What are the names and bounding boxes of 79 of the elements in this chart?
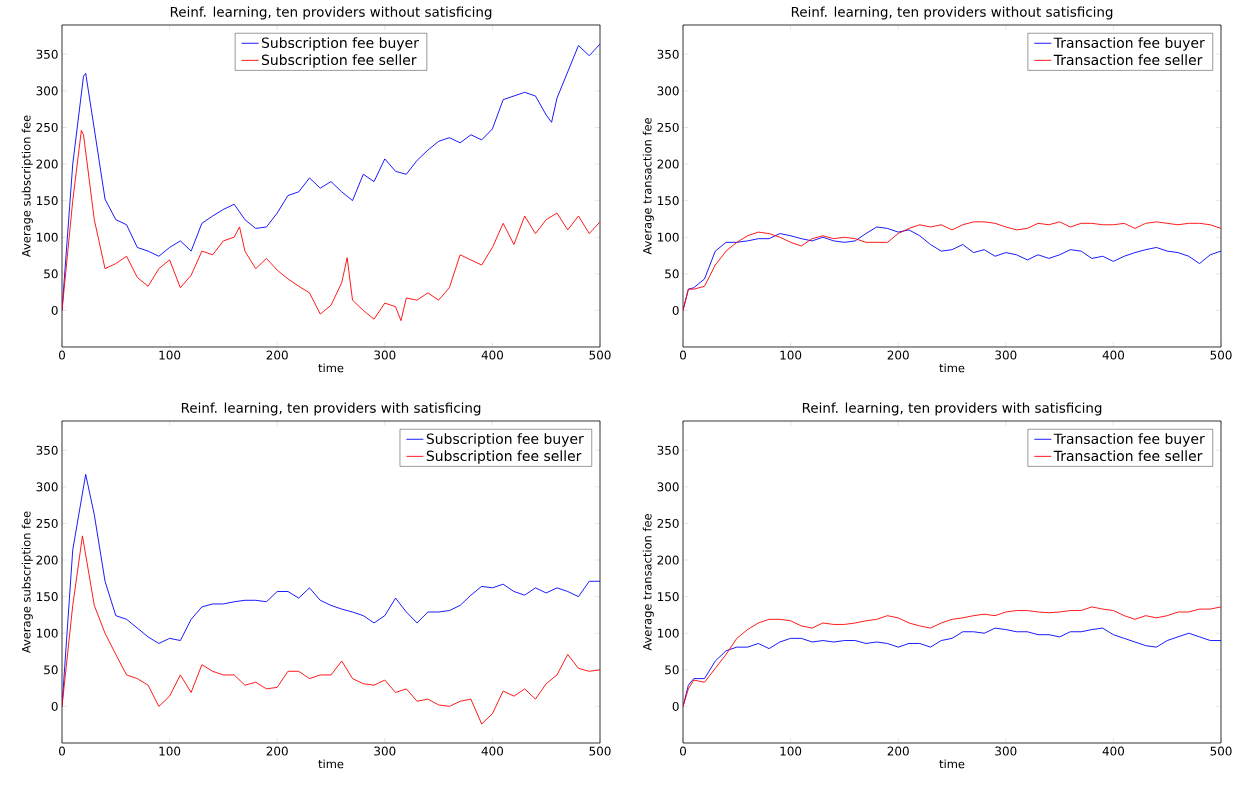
x-tick-label: 400 [481,746,504,756]
legend-label: Subscription fee seller [426,450,582,464]
legend-label: Transaction fee buyer [1053,433,1205,447]
legend-label: Transaction fee seller [1053,450,1203,462]
y-tick-label: 150 [36,196,58,206]
line-series [62,129,600,322]
y-tick-label: 200 [657,159,679,169]
chart-title: Reinf. learning, ten providers without satisficing [791,6,1113,20]
y-axis-title: Average subscription fee [21,511,33,654]
legend-label: Subscription fee seller [261,54,417,68]
legend-label: Transaction fee seller [1053,54,1203,66]
y-tick-label: 350 [657,445,679,455]
y-tick-label: 150 [36,592,58,602]
y-tick-label: 250 [657,122,679,132]
y-tick-label: 0 [672,305,679,315]
x-tick-label: 200 [266,746,288,756]
chart-title: Reinf. learning, ten providers with satisficing [181,402,481,416]
y-tick-label: 0 [672,701,679,711]
y-tick-label: 50 [44,269,58,279]
x-tick-label: 0 [58,350,66,360]
chart-title: Reinf. learning, ten providers without satisficing [170,6,492,20]
x-axis-title: time [318,759,344,769]
x-tick-label: 400 [481,350,504,360]
legend-label: Subscription fee buyer [261,37,419,51]
y-tick-label: 300 [657,482,679,492]
y-tick-label: 200 [36,555,58,565]
y-tick-label: 50 [665,665,679,675]
x-tick-label: 400 [1102,350,1125,360]
x-tick-label: 0 [58,746,66,756]
x-tick-label: 300 [374,350,396,360]
y-tick-label: 300 [657,86,679,96]
y-tick-label: 150 [657,196,679,206]
x-tick-label: 100 [780,746,802,756]
y-axis-title: Average transaction fee [642,118,654,255]
x-tick-label: 300 [995,746,1017,756]
y-tick-label: 50 [665,269,679,279]
y-tick-label: 0 [51,701,58,711]
x-tick-label: 500 [589,746,611,756]
x-tick-label: 200 [887,350,909,360]
x-axis-title: time [318,363,344,373]
y-axis-title: Average transaction fee [642,514,654,651]
x-axis-title: time [939,363,965,373]
y-tick-label: 250 [36,518,58,528]
x-tick-label: 200 [887,746,909,756]
y-tick-label: 150 [657,592,679,602]
y-tick-label: 350 [36,49,58,59]
x-tick-label: 400 [1102,746,1125,756]
y-tick-label: 100 [657,628,679,638]
y-tick-label: 200 [657,555,679,565]
legend-label: Subscription fee buyer [426,433,584,447]
x-tick-label: 100 [780,350,802,360]
x-tick-label: 100 [159,350,181,360]
x-tick-label: 500 [1210,746,1232,756]
y-tick-label: 100 [657,232,679,242]
chart-title: Reinf. learning, ten providers with satisficing [802,402,1102,416]
legend-label: Transaction fee buyer [1053,37,1205,51]
y-tick-label: 350 [657,49,679,59]
y-axis-title: Average subscription fee [21,115,33,258]
y-tick-label: 50 [44,665,58,675]
y-tick-label: 350 [36,445,58,455]
y-tick-label: 250 [657,518,679,528]
x-tick-label: 500 [589,350,611,360]
x-tick-label: 300 [374,746,396,756]
x-tick-label: 200 [266,350,288,360]
x-tick-label: 300 [995,350,1017,360]
x-axis-title: time [939,759,965,769]
x-tick-label: 0 [679,350,687,360]
y-tick-label: 100 [36,628,58,638]
line-series [62,535,600,725]
y-tick-label: 100 [36,232,58,242]
x-tick-label: 500 [1210,350,1232,360]
y-tick-label: 0 [51,305,58,315]
x-tick-label: 100 [159,746,181,756]
y-tick-label: 200 [36,159,58,169]
x-tick-label: 0 [679,746,687,756]
y-tick-label: 300 [36,86,58,96]
y-tick-label: 250 [36,122,58,132]
y-tick-label: 300 [36,482,58,492]
line-series [683,606,1222,707]
